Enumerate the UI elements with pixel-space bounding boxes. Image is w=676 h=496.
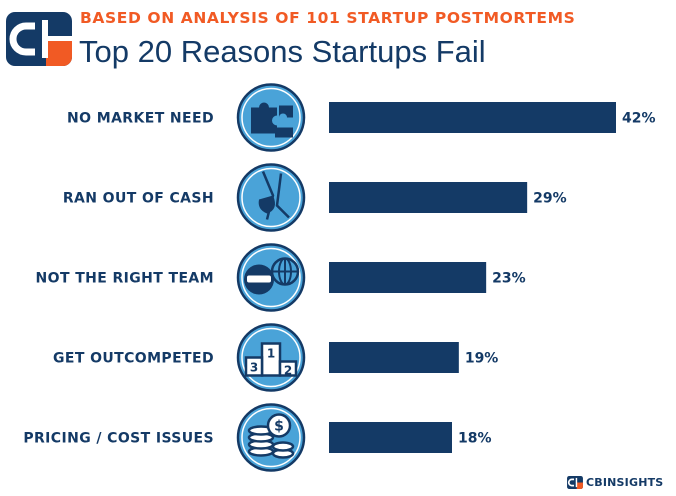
bar	[329, 422, 452, 453]
svg-text:3: 3	[250, 361, 258, 375]
podium-icon: 13 2	[236, 323, 306, 392]
bar	[329, 262, 487, 293]
value-label: 29%	[533, 191, 567, 207]
svg-text:2: 2	[284, 364, 292, 378]
category-label: NO MARKET NEED	[67, 111, 214, 127]
subtitle: BASED ON ANALYSIS OF 101 STARTUP POSTMOR…	[80, 9, 576, 27]
brand-name: CBINSIGHTS	[586, 476, 664, 489]
value-label: 18%	[458, 431, 492, 447]
category-label: PRICING / COST ISSUES	[23, 431, 214, 447]
svg-text:$: $	[274, 419, 284, 435]
coins-icon: $	[236, 403, 306, 472]
team-icon	[236, 243, 306, 312]
value-label: 19%	[465, 351, 499, 367]
category-label: GET OUTCOMPETED	[53, 351, 214, 367]
page-title: Top 20 Reasons Startups Fail	[79, 34, 486, 69]
cb-insights-logo	[6, 12, 72, 66]
value-label: 23%	[492, 271, 526, 287]
bar	[329, 342, 459, 373]
category-label: NOT THE RIGHT TEAM	[36, 271, 214, 287]
bar	[329, 102, 616, 133]
bar	[329, 182, 528, 213]
puzzle-icon	[236, 83, 306, 152]
value-label: 42%	[622, 111, 656, 127]
svg-text:1: 1	[267, 347, 275, 361]
cb-insights-mini-logo	[567, 476, 583, 489]
category-label: RAN OUT OF CASH	[63, 191, 214, 207]
empty-pocket-icon	[236, 163, 306, 232]
brand-footer: CBINSIGHTS	[567, 476, 663, 489]
